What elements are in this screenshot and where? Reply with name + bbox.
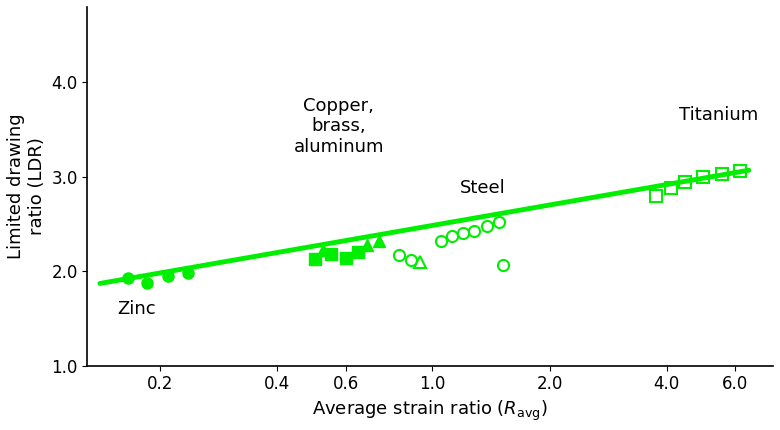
Text: Steel: Steel [460, 179, 506, 197]
Text: Zinc: Zinc [117, 300, 156, 317]
X-axis label: Average strain ratio ($R_\mathrm{avg}$): Average strain ratio ($R_\mathrm{avg}$) [313, 399, 548, 423]
Y-axis label: Limited drawing
ratio (LDR): Limited drawing ratio (LDR) [7, 114, 46, 259]
Text: Copper,
brass,
aluminum: Copper, brass, aluminum [293, 97, 384, 156]
Text: Titanium: Titanium [679, 106, 758, 124]
